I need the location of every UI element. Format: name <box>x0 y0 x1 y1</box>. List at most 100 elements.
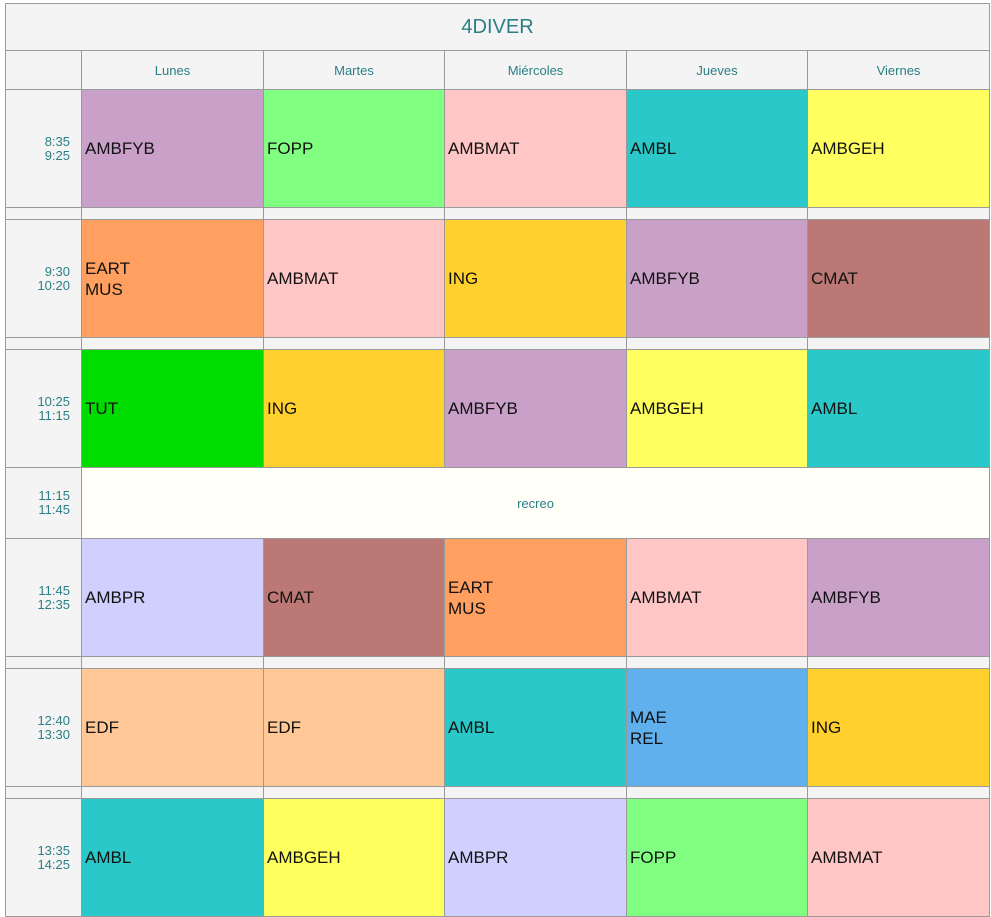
spacer-cell <box>81 337 264 350</box>
time-column-header <box>5 50 82 90</box>
spacer-cell <box>444 656 627 669</box>
subject-cell[interactable]: AMBPR <box>444 798 627 917</box>
end-time: 14:25 <box>37 856 70 872</box>
subject-label: AMBMAT <box>448 139 520 158</box>
spacer-row <box>5 786 991 799</box>
subject-label: EART <box>85 258 131 278</box>
subject-cell[interactable]: AMBL <box>626 89 808 208</box>
subject-label: AMBL <box>630 139 677 158</box>
start-time: 11:45 <box>38 582 70 598</box>
spacer-cell <box>263 786 445 799</box>
day-header: Jueves <box>626 50 808 90</box>
subject-cell[interactable]: AMBGEH <box>263 798 445 917</box>
time-cell: 13:35 14:25 <box>5 798 82 917</box>
subject-label: AMBPR <box>448 848 509 867</box>
period-row: 12:40 13:30 EDF EDF AMBL MAE REL ING <box>5 668 991 787</box>
subject-cell[interactable]: AMBPR <box>81 538 264 657</box>
subject-cell[interactable]: AMBMAT <box>263 219 445 338</box>
subject-cell[interactable]: AMBFYB <box>626 219 808 338</box>
subject-cell[interactable]: TUT <box>81 349 264 468</box>
subject-cell[interactable]: AMBMAT <box>444 89 627 208</box>
time-cell: 11:45 12:35 <box>5 538 82 657</box>
subject-label: AMBMAT <box>811 848 883 867</box>
subject-cell[interactable]: AMBFYB <box>81 89 264 208</box>
subject-label: MUS <box>448 598 486 618</box>
end-time: 12:35 <box>37 596 70 612</box>
subject-cell[interactable]: AMBGEH <box>806 89 991 208</box>
subject-cell[interactable]: FOPP <box>263 89 445 208</box>
subject-label: EDF <box>85 718 119 737</box>
spacer-cell <box>263 207 445 220</box>
spacer-cell <box>5 337 82 350</box>
subject-label: AMBL <box>448 718 495 737</box>
spacer-cell <box>5 786 82 799</box>
start-time: 9:30 <box>44 263 70 279</box>
subject-cell[interactable]: ING <box>263 349 445 468</box>
day-header: Lunes <box>81 50 264 90</box>
subject-label: CMAT <box>811 269 858 288</box>
subject-label: AMBGEH <box>811 139 885 158</box>
spacer-row <box>5 337 991 350</box>
subject-label: AMBL <box>811 399 858 418</box>
subject-label: CMAT <box>267 588 314 607</box>
spacer-cell <box>444 786 627 799</box>
subject-label: AMBPR <box>85 588 146 607</box>
spacer-cell <box>626 207 808 220</box>
time-cell: 11:15 11:45 <box>5 467 82 539</box>
period-row: 8:35 9:25 AMBFYB FOPP AMBMAT AMBL AMBGEH <box>5 89 991 208</box>
spacer-cell <box>806 786 991 799</box>
time-cell: 8:35 9:25 <box>5 89 82 208</box>
subject-label: ING <box>267 399 298 418</box>
subject-label: AMBMAT <box>630 588 702 607</box>
subject-cell[interactable]: EDF <box>263 668 445 787</box>
start-time: 13:35 <box>37 842 70 858</box>
start-time: 10:25 <box>37 393 70 409</box>
subject-cell[interactable]: AMBGEH <box>626 349 808 468</box>
subject-cell[interactable]: AMBL <box>806 349 991 468</box>
subject-cell[interactable]: EART MUS <box>81 219 264 338</box>
subject-cell[interactable]: AMBMAT <box>806 798 991 917</box>
subject-cell[interactable]: AMBL <box>444 668 627 787</box>
end-time: 11:15 <box>38 407 70 423</box>
subject-label: AMBL <box>85 848 132 867</box>
spacer-cell <box>5 207 82 220</box>
recess-row: 11:15 11:45 recreo <box>5 467 991 539</box>
spacer-cell <box>626 786 808 799</box>
start-time: 12:40 <box>37 712 70 728</box>
subject-label: ING <box>448 269 479 288</box>
subject-cell[interactable]: CMAT <box>806 219 991 338</box>
spacer-cell <box>5 656 82 669</box>
spacer-cell <box>444 207 627 220</box>
period-row: 11:45 12:35 AMBPR CMAT EART MUS AMBMAT AMBFYB <box>5 538 991 657</box>
subject-cell[interactable]: MAE REL <box>626 668 808 787</box>
subject-cell[interactable]: AMBL <box>81 798 264 917</box>
subject-cell[interactable]: AMBFYB <box>444 349 627 468</box>
subject-label: AMBGEH <box>267 848 341 867</box>
spacer-cell <box>444 337 627 350</box>
timetable-title: 4DIVER <box>4 3 991 51</box>
subject-cell[interactable]: EDF <box>81 668 264 787</box>
subject-cell[interactable]: AMBFYB <box>806 538 991 657</box>
spacer-row <box>5 656 991 669</box>
subject-label: FOPP <box>630 848 677 867</box>
spacer-cell <box>263 656 445 669</box>
end-time: 11:45 <box>38 502 70 517</box>
subject-cell[interactable]: FOPP <box>626 798 808 917</box>
subject-label: MAE <box>630 707 667 727</box>
subject-label: AMBFYB <box>630 269 700 288</box>
subject-label: AMBFYB <box>448 399 518 418</box>
subject-label: AMBMAT <box>267 269 339 288</box>
time-cell: 12:40 13:30 <box>5 668 82 787</box>
subject-label: AMBGEH <box>630 399 704 418</box>
recess-cell: recreo <box>80 467 991 539</box>
subject-cell[interactable]: CMAT <box>263 538 445 657</box>
subject-cell[interactable]: AMBMAT <box>626 538 808 657</box>
subject-cell[interactable]: EART MUS <box>444 538 627 657</box>
day-header-row: Lunes Martes Miércoles Jueves Viernes <box>5 50 991 90</box>
subject-label: AMBFYB <box>85 139 155 158</box>
subject-label: TUT <box>85 399 119 418</box>
subject-label: REL <box>630 728 664 748</box>
subject-label: ING <box>811 718 842 737</box>
subject-cell[interactable]: ING <box>806 668 991 787</box>
subject-cell[interactable]: ING <box>444 219 627 338</box>
